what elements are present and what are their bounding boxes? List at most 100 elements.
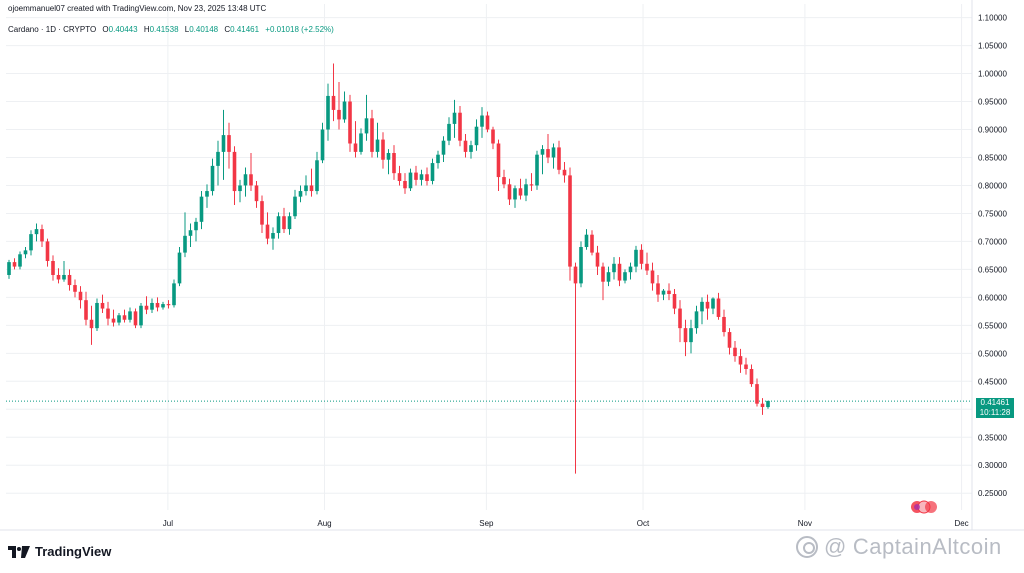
tradingview-logo-icon	[8, 545, 30, 558]
candle-body-down	[502, 177, 506, 185]
candle-body-up	[700, 301, 704, 312]
candle-body-down	[573, 266, 578, 284]
candle-body-down	[458, 112, 462, 141]
close-value: 0.41461	[230, 25, 260, 34]
candle-body-down	[414, 172, 418, 180]
candle-body-up	[342, 101, 347, 120]
candle-body-up	[452, 112, 457, 124]
candle-body-down	[485, 115, 490, 130]
candle-body-up	[623, 272, 627, 281]
current-price-tag: 0.41461 10:11:28	[976, 398, 1014, 418]
captainaltcoin-watermark: @ CaptainAltcoin	[796, 534, 1002, 560]
y-tick-label: 1.00000	[978, 70, 1007, 79]
x-tick-label: Aug	[317, 519, 331, 528]
candle-body-up	[551, 147, 556, 158]
candle-body-up	[375, 139, 380, 152]
candle-body-up	[216, 151, 220, 166]
candle-body-up	[694, 311, 699, 329]
candle-body-down	[425, 174, 429, 181]
x-tick-label: Sep	[479, 519, 494, 528]
candle-body-down	[260, 201, 264, 225]
candle-body-up	[18, 254, 22, 267]
candle-body-down	[672, 294, 677, 309]
candle-body-down	[265, 224, 270, 239]
candle-body-up	[139, 305, 143, 326]
candle-body-up	[271, 233, 275, 239]
y-tick-label: 0.55000	[978, 321, 1007, 330]
x-tick-label: Nov	[798, 519, 812, 528]
candle-body-up	[177, 252, 182, 284]
candle-body-up	[243, 174, 248, 186]
candle-body-down	[716, 298, 721, 317]
candle-body-down	[392, 153, 396, 174]
candle-body-up	[766, 400, 770, 408]
candle-body-up	[287, 216, 292, 230]
high-label: H	[143, 25, 150, 34]
candle-body-up	[221, 135, 226, 152]
candle-body-down	[678, 308, 682, 329]
candle-body-down	[656, 283, 660, 295]
candle-body-up	[661, 290, 666, 295]
watermark-at-icon: @	[824, 534, 847, 559]
candle-body-up	[188, 230, 193, 236]
candle-body-up	[513, 188, 517, 200]
candle-body-down	[45, 241, 50, 261]
flag-icon[interactable]	[908, 500, 938, 514]
candle-body-down	[463, 140, 468, 152]
candle-body-down	[507, 184, 512, 200]
y-tick-label: 0.85000	[978, 153, 1007, 162]
candle-body-down	[370, 118, 374, 152]
y-tick-label: 0.90000	[978, 126, 1007, 135]
candle-body-down	[738, 356, 743, 365]
candle-body-up	[7, 262, 11, 275]
candle-body-up	[441, 140, 446, 155]
candle-body-up	[276, 216, 281, 234]
candle-body-down	[568, 175, 572, 267]
candle-body-down	[496, 143, 501, 178]
candle-body-up	[199, 196, 204, 222]
candle-body-down	[67, 274, 72, 286]
candle-body-down	[760, 403, 765, 408]
candle-body-up	[469, 145, 473, 152]
candle-body-down	[557, 147, 561, 170]
candle-body-up	[480, 115, 484, 127]
candle-body-up	[584, 234, 589, 248]
y-tick-label: 0.25000	[978, 489, 1007, 498]
candle-body-down	[78, 291, 83, 301]
close-label: C	[224, 25, 231, 34]
high-value: 0.41538	[149, 25, 179, 34]
y-tick-label: 0.75000	[978, 209, 1007, 218]
candle-body-down	[232, 151, 237, 192]
candle-body-up	[95, 302, 99, 329]
candle-body-down	[529, 184, 534, 186]
candle-body-down	[73, 285, 77, 292]
candle-body-up	[359, 133, 363, 152]
change-value: +0.01018 (+2.52%)	[265, 25, 334, 34]
candle-body-up	[447, 123, 451, 141]
tradingview-brand[interactable]: TradingView	[8, 544, 111, 559]
candle-body-down	[381, 139, 385, 160]
candle-body-down	[111, 318, 116, 323]
candle-body-up	[23, 250, 28, 255]
candle-body-up	[210, 165, 215, 192]
candle-body-down	[403, 180, 407, 189]
y-tick-label: 0.95000	[978, 98, 1007, 107]
watermark-logo-icon	[796, 536, 818, 558]
candle-body-up	[320, 129, 325, 161]
candle-body-up	[408, 172, 413, 189]
candle-body-up	[474, 126, 479, 146]
candle-body-up	[34, 229, 39, 235]
candle-body-up	[689, 328, 693, 343]
candle-body-down	[144, 305, 149, 310]
candle-body-down	[133, 311, 138, 326]
candle-body-up	[117, 315, 121, 323]
candle-body-down	[518, 188, 523, 196]
x-tick-label: Dec	[954, 519, 968, 528]
symbol-label[interactable]: Cardano · 1D · CRYPTO	[8, 25, 97, 34]
candle-body-down	[601, 266, 605, 282]
low-value: 0.40148	[189, 25, 219, 34]
candle-body-up	[430, 163, 435, 181]
candle-body-down	[645, 263, 649, 271]
candle-body-up	[298, 191, 303, 197]
